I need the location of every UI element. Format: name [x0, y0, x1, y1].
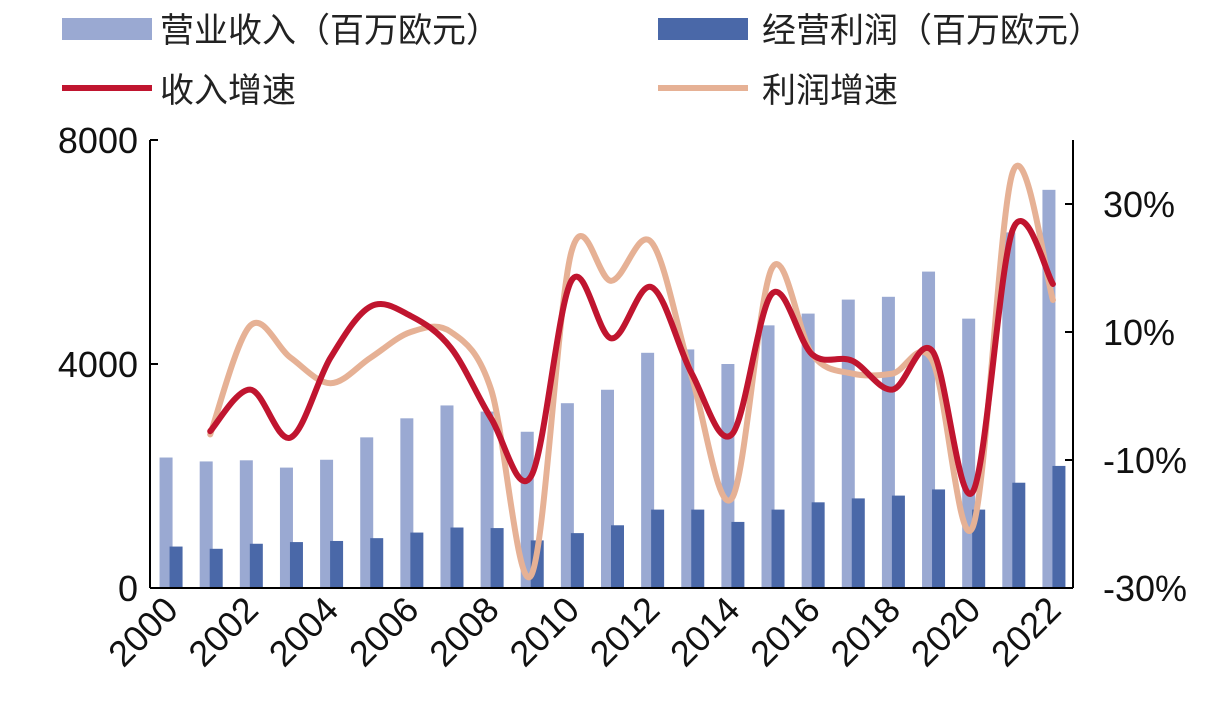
bar-layer	[159, 189, 1066, 588]
bar-profit-2012	[651, 509, 665, 588]
x-tick-label: 2006	[341, 589, 427, 675]
legend-swatch-profit	[658, 18, 748, 40]
legend-label-profit-growth: 利润增速	[762, 71, 898, 111]
bar-revenue-2010	[560, 403, 574, 588]
bar-profit-2022	[1052, 465, 1066, 588]
x-tick-label: 2020	[903, 589, 989, 675]
legend: 营业收入（百万欧元） 经营利润（百万欧元） 收入增速 利润增速	[62, 11, 1102, 111]
line-revenue-growth	[207, 217, 1056, 497]
bar-revenue-2008	[480, 411, 494, 588]
bar-profit-2019	[932, 489, 946, 588]
line-layer	[207, 162, 1056, 581]
legend-label-revenue: 营业收入（百万欧元）	[160, 11, 500, 51]
left-tick-label: 4000	[58, 344, 138, 385]
x-tick-label: 2018	[822, 589, 908, 675]
bar-revenue-2004	[320, 459, 334, 588]
bar-profit-2008	[490, 528, 504, 588]
bar-profit-2016	[811, 502, 825, 588]
bar-revenue-2013	[681, 349, 695, 588]
line-profit-growth	[207, 162, 1056, 581]
bar-profit-2006	[410, 532, 424, 588]
left-tick-label: 0	[118, 568, 138, 609]
legend-label-revenue-growth: 收入增速	[160, 71, 296, 111]
bar-profit-2013	[691, 509, 705, 588]
bar-profit-2021	[1012, 482, 1026, 588]
right-tick-label: -30%	[1103, 568, 1187, 609]
bar-profit-2005	[370, 538, 384, 588]
right-tick-label: -10%	[1103, 440, 1187, 481]
bar-revenue-2021	[1002, 232, 1016, 588]
bar-profit-2017	[851, 498, 865, 588]
bar-profit-2002	[249, 543, 263, 588]
x-axis-ticks: 2000200220042006200820102012201420162018…	[100, 589, 1068, 675]
right-axis-ticks: -30% -10% 10% 30%	[1065, 184, 1187, 609]
bar-profit-2010	[570, 533, 584, 588]
bar-profit-2001	[209, 548, 223, 588]
right-tick-label: 30%	[1103, 184, 1175, 225]
x-tick-label: 2010	[501, 589, 587, 675]
bar-profit-2000	[169, 546, 183, 588]
bar-revenue-2007	[440, 405, 454, 588]
bar-profit-2003	[289, 542, 303, 588]
bar-revenue-2014	[721, 364, 735, 588]
x-tick-label: 2000	[100, 589, 186, 675]
x-tick-label: 2012	[582, 589, 668, 675]
bar-revenue-2001	[199, 461, 213, 588]
bar-revenue-2016	[801, 313, 815, 588]
left-tick-label: 8000	[58, 120, 138, 161]
bar-revenue-2011	[601, 389, 614, 588]
x-tick-label: 2022	[983, 589, 1069, 675]
bar-revenue-2015	[761, 325, 775, 588]
bar-profit-2004	[330, 540, 344, 588]
x-tick-label: 2004	[261, 589, 347, 675]
bar-profit-2011	[611, 525, 624, 588]
bar-revenue-2005	[360, 437, 374, 588]
legend-swatch-revenue	[62, 18, 152, 40]
bar-revenue-2003	[279, 467, 293, 588]
legend-label-profit: 经营利润（百万欧元）	[762, 11, 1102, 51]
x-tick-label: 2014	[662, 589, 748, 675]
x-tick-label: 2016	[742, 589, 828, 675]
bar-revenue-2002	[239, 460, 253, 588]
bar-revenue-2000	[159, 457, 173, 588]
bar-profit-2015	[771, 509, 785, 588]
bar-profit-2007	[450, 527, 464, 588]
bar-revenue-2018	[881, 296, 895, 588]
bar-revenue-2012	[641, 352, 655, 588]
bar-profit-2018	[891, 495, 905, 588]
x-tick-label: 2002	[180, 589, 266, 675]
bar-profit-2014	[731, 521, 745, 588]
bar-revenue-2006	[400, 418, 414, 588]
left-axis-ticks: 0 4000 8000	[58, 120, 158, 609]
right-tick-label: 10%	[1103, 312, 1175, 353]
bar-profit-2020	[972, 509, 986, 588]
x-tick-label: 2008	[421, 589, 507, 675]
